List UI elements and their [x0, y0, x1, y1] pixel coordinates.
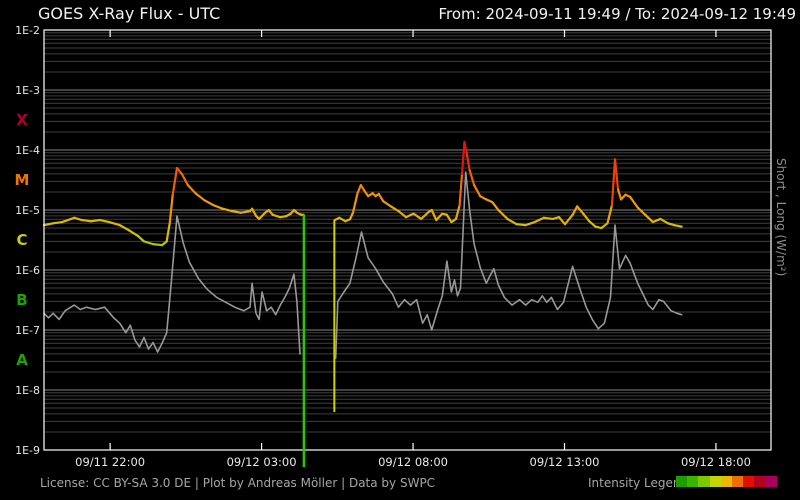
y-tick-label: 1E-5 — [15, 204, 40, 217]
minor-gridlines — [44, 32, 771, 433]
y-tick-label: 1E-4 — [15, 144, 40, 157]
y-tick-labels: 1E-2 1E-3 1E-4 1E-5 1E-6 1E-7 1E-8 1E-9 — [15, 24, 40, 457]
time-ticks — [109, 30, 717, 450]
short-flux-curve — [43, 171, 683, 359]
intensity-legend-bar — [676, 476, 777, 487]
data-gap-lines — [302, 214, 336, 468]
y-tick-label: 1E-2 — [15, 24, 40, 37]
x-tick-labels: 09/11 22:00 09/12 03:00 09/12 08:00 09/12 1… — [75, 455, 751, 469]
flare-class-label-X: X — [16, 111, 28, 129]
intensity-legend-label: Intensity Legend — [588, 476, 689, 490]
legend-color-swatch — [731, 476, 744, 487]
time-range-label: From: 2024-09-11 19:49 / To: 2024-09-12 … — [438, 5, 796, 23]
flare-class-label-B: B — [16, 291, 27, 309]
y-tick-label: 1E-3 — [15, 84, 40, 97]
x-tick-label: 09/12 13:00 — [530, 455, 600, 469]
legend-color-swatch — [698, 476, 710, 487]
flare-class-label-C: C — [16, 231, 27, 249]
x-tick-label: 09/12 08:00 — [378, 455, 448, 469]
license-text: License: CC BY-SA 3.0 DE | Plot by Andre… — [40, 476, 436, 490]
flare-class-labels: X M C B A — [15, 111, 30, 369]
legend-color-swatch — [709, 476, 721, 487]
flare-class-label-M: M — [15, 171, 30, 189]
y-tick-label: 1E-9 — [15, 444, 40, 457]
legend-color-swatch — [720, 476, 732, 487]
right-axis-label: Short , Long (W/m²) — [774, 158, 788, 277]
y-tick-label: 1E-6 — [15, 264, 40, 277]
y-tick-label: 1E-8 — [15, 384, 40, 397]
legend-color-swatch — [765, 476, 777, 487]
legend-color-swatch — [754, 476, 766, 487]
y-tick-label: 1E-7 — [15, 324, 40, 337]
flare-class-label-A: A — [16, 351, 28, 369]
x-tick-label: 09/12 03:00 — [227, 455, 297, 469]
page-title: GOES X-Ray Flux - UTC — [38, 4, 221, 23]
plot-frame — [43, 29, 772, 451]
legend-color-swatch — [676, 476, 688, 487]
long-flux-curve — [42, 140, 683, 247]
legend-color-swatch — [743, 476, 755, 487]
major-gridlines — [44, 89, 771, 391]
legend-color-swatch — [687, 476, 699, 487]
x-tick-label: 09/11 22:00 — [75, 455, 145, 469]
x-tick-label: 09/12 18:00 — [681, 455, 751, 469]
